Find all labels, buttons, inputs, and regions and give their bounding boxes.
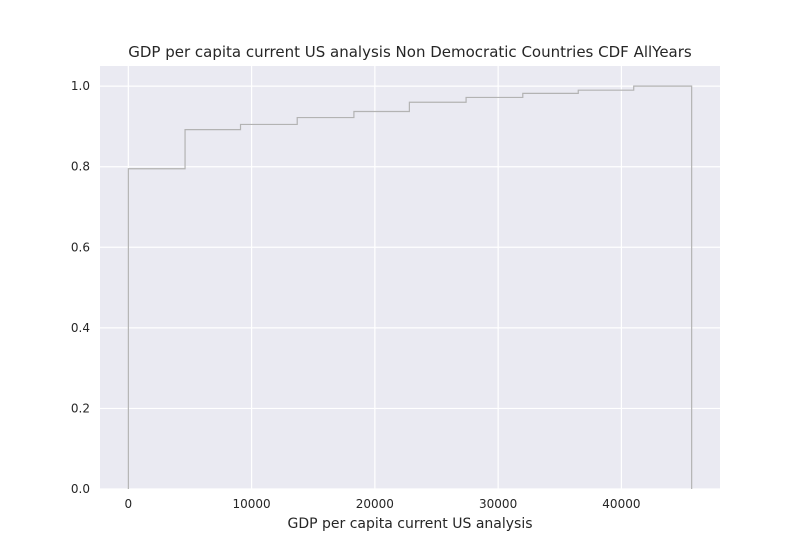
series-layer (127, 85, 693, 489)
y-tick-label: 0.8 (71, 160, 90, 174)
grid (100, 66, 720, 490)
y-tick-label: 0.4 (71, 321, 90, 335)
y-tick-label: 0.2 (71, 401, 90, 415)
y-tick-label: 1.0 (71, 79, 90, 93)
x-tick-label: 0 (125, 497, 133, 511)
x-axis-label: GDP per capita current US analysis (287, 516, 532, 532)
chart-title: GDP per capita current US analysis Non D… (128, 43, 692, 61)
x-tick-label: 20000 (356, 497, 394, 511)
x-axis-ticks: 0 10000 20000 30000 40000 (125, 497, 641, 511)
x-tick-label: 30000 (479, 497, 517, 511)
x-tick-label: 10000 (233, 497, 271, 511)
y-tick-label: 0.0 (71, 482, 90, 496)
cdf-step-line (127, 85, 693, 489)
y-tick-label: 0.6 (71, 240, 90, 254)
y-axis-ticks: 0.0 0.2 0.4 0.6 0.8 1.0 (71, 79, 90, 496)
plot-area (100, 66, 720, 489)
x-tick-label: 40000 (602, 497, 640, 511)
